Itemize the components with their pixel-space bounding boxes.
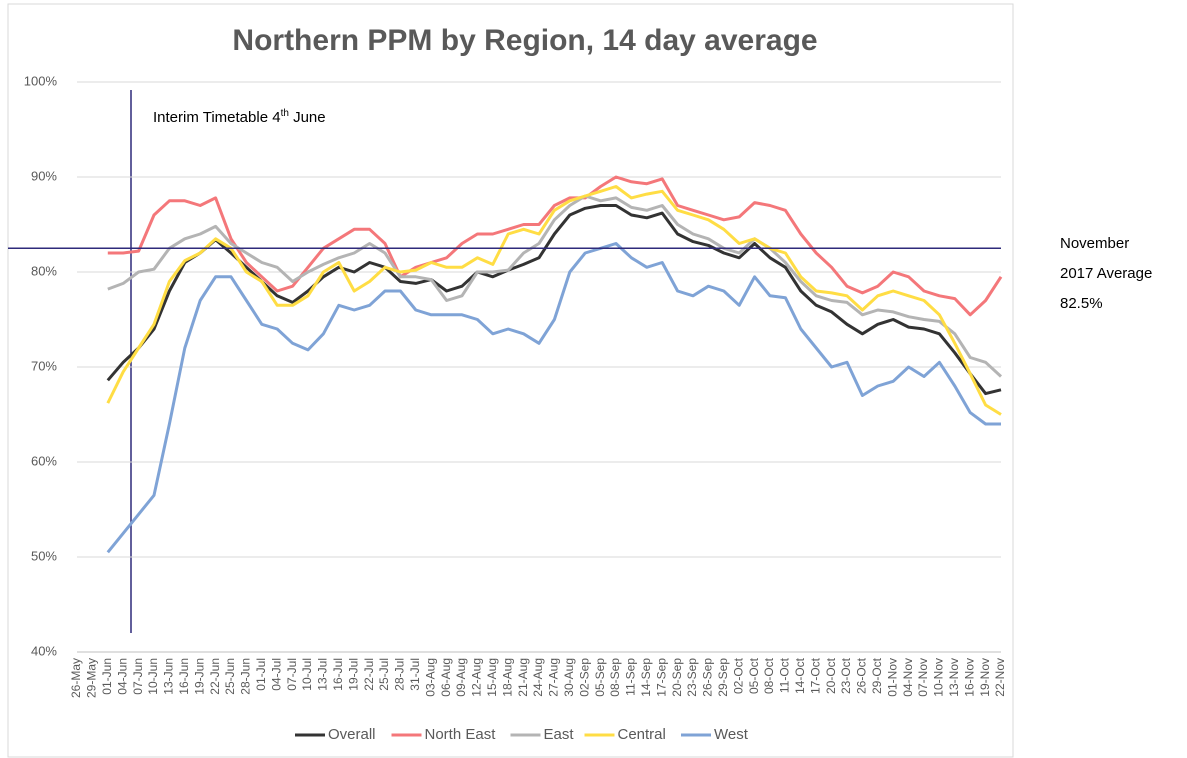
x-tick-label: 31-Jul — [408, 658, 422, 691]
x-tick-label: 02-Oct — [731, 657, 745, 694]
x-tick-label: 07-Jun — [131, 658, 145, 695]
x-tick-label: 06-Aug — [439, 658, 453, 697]
x-tick-label: 10-Jun — [146, 658, 160, 695]
x-tick-label: 26-Oct — [855, 657, 869, 694]
x-tick-label: 07-Nov — [916, 658, 930, 697]
y-tick-label: 80% — [31, 263, 57, 278]
x-tick-label: 01-Jul — [254, 658, 268, 691]
x-tick-label: 19-Nov — [978, 658, 992, 697]
x-tick-label: 09-Aug — [454, 658, 468, 697]
x-tick-label: 22-Jun — [208, 658, 222, 695]
x-tick-label: 08-Oct — [762, 657, 776, 694]
x-tick-label: 26-May — [69, 658, 83, 698]
x-tick-label: 23-Sep — [685, 658, 699, 697]
x-tick-label: 02-Sep — [577, 658, 591, 697]
y-tick-label: 90% — [31, 168, 57, 183]
x-tick-label: 29-Sep — [716, 658, 730, 697]
series-line — [107, 175, 1003, 317]
series-line — [107, 194, 1003, 378]
x-tick-label: 27-Aug — [547, 658, 561, 697]
chart-border — [7, 3, 1014, 758]
legend-label: North East — [425, 726, 497, 743]
x-tick-label: 04-Jul — [269, 658, 283, 691]
x-tick-label: 10-Nov — [932, 658, 946, 697]
x-tick-label: 17-Sep — [654, 658, 668, 697]
x-tick-label: 17-Oct — [808, 657, 822, 694]
x-tick-label: 14-Oct — [793, 657, 807, 694]
x-tick-label: 16-Jun — [177, 658, 191, 695]
x-tick-label: 11-Oct — [778, 657, 792, 693]
x-tick-label: 22-Nov — [993, 658, 1007, 697]
x-tick-label: 22-Jul — [362, 658, 376, 691]
x-tick-label: 18-Aug — [500, 658, 514, 697]
x-tick-label: 04-Jun — [115, 658, 129, 695]
x-tick-label: 16-Jul — [331, 658, 345, 691]
event-annotation: Interim Timetable 4th June — [153, 108, 326, 126]
x-tick-label: 01-Nov — [885, 658, 899, 697]
x-tick-label: 20-Oct — [824, 657, 838, 694]
x-tick-label: 21-Aug — [516, 658, 530, 697]
reference-label: November — [1060, 235, 1129, 252]
x-tick-label: 05-Oct — [747, 657, 761, 694]
legend-label: East — [544, 726, 575, 743]
x-tick-label: 24-Aug — [531, 658, 545, 697]
x-tick-label: 13-Jul — [316, 658, 330, 691]
x-tick-label: 25-Jul — [377, 658, 391, 691]
x-tick-label: 13-Nov — [947, 658, 961, 697]
legend-label: Overall — [328, 726, 376, 743]
x-tick-label: 29-May — [85, 658, 99, 698]
y-tick-label: 60% — [31, 453, 57, 468]
reference-label: 82.5% — [1060, 295, 1103, 312]
y-tick-label: 50% — [31, 548, 57, 563]
x-tick-label: 23-Oct — [839, 657, 853, 694]
x-tick-label: 26-Sep — [701, 658, 715, 697]
x-tick-label: 11-Sep — [624, 658, 638, 696]
x-tick-label: 20-Sep — [670, 658, 684, 697]
x-tick-label: 04-Nov — [901, 658, 915, 697]
series-line — [106, 185, 1002, 416]
x-tick-label: 13-Jun — [162, 658, 176, 695]
y-tick-label: 70% — [31, 358, 57, 373]
annotation-text: Interim Timetable 4 — [153, 109, 281, 126]
x-tick-label: 28-Jul — [393, 658, 407, 691]
chart-title: Northern PPM by Region, 14 day average — [232, 24, 817, 57]
x-tick-label: 15-Aug — [485, 658, 499, 697]
reference-label: 2017 Average — [1060, 265, 1152, 282]
y-tick-label: 40% — [31, 643, 57, 658]
x-tick-label: 28-Jun — [239, 658, 253, 695]
x-tick-label: 05-Sep — [593, 658, 607, 697]
annotation-sup: th — [281, 108, 289, 119]
series-line — [106, 242, 1001, 554]
x-tick-label: 16-Nov — [962, 658, 976, 697]
y-tick-label: 100% — [24, 73, 58, 88]
x-tick-label: 03-Aug — [423, 658, 437, 697]
x-tick-label: 08-Sep — [608, 658, 622, 697]
x-tick-label: 29-Oct — [870, 657, 884, 694]
x-tick-label: 30-Aug — [562, 658, 576, 697]
x-tick-label: 14-Sep — [639, 658, 653, 697]
x-tick-label: 25-Jun — [223, 658, 237, 695]
x-tick-label: 07-Jul — [285, 658, 299, 691]
legend-label: West — [714, 726, 749, 743]
annotation-text-after: June — [289, 109, 326, 126]
x-tick-label: 19-Jun — [192, 658, 206, 695]
x-tick-label: 19-Jul — [346, 658, 360, 691]
legend-label: Central — [618, 726, 666, 743]
x-tick-label: 01-Jun — [100, 658, 114, 695]
x-tick-label: 10-Jul — [300, 658, 314, 691]
x-tick-label: 12-Aug — [470, 658, 484, 697]
